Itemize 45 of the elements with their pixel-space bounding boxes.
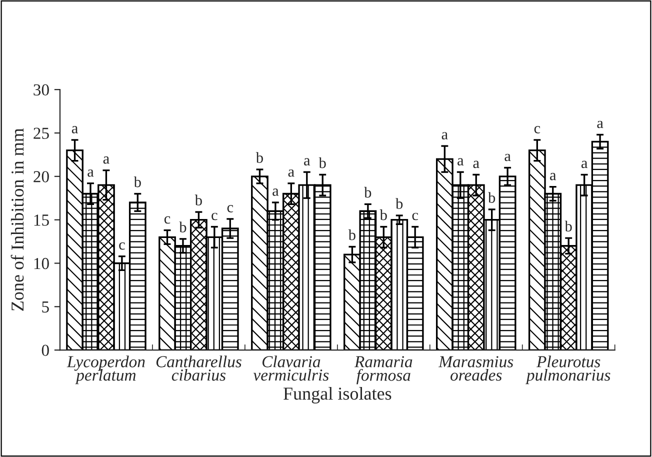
y-tick-label: 0 [42,344,49,356]
data-label: b [380,209,387,220]
data-label: b [194,194,202,206]
data-label: a [504,154,511,162]
data-label: a [72,126,78,134]
x-axis-title: Fungal isolates [284,387,392,404]
data-label: a [103,156,110,164]
data-label: c [164,216,170,224]
data-label: b [564,220,572,232]
data-label: a [458,158,464,166]
data-label: b [396,198,403,209]
data-label: a [550,172,556,180]
data-label: a [304,158,310,166]
data-label: b [318,157,326,168]
data-label: b [348,229,356,240]
y-tick-label: 10 [34,258,49,270]
data-label: b [134,176,141,188]
y-tick-label: 15 [34,214,49,226]
data-label: c [534,126,540,134]
data-label: a [88,169,94,177]
y-tick-label: 25 [34,128,49,139]
data-label: a [581,160,588,168]
x-tick-label: Marasmius oreades [438,356,514,381]
data-label: c [412,212,418,220]
x-tick-label: Clavaria vermiculris [253,356,329,381]
y-axis-title: Zone of Inhibition in mm [10,128,24,311]
x-tick-label: Ramaria formosa [354,356,412,384]
data-label: a [288,169,294,177]
data-label: c [119,242,125,250]
x-tick-label: Pleurotus pulmonarius [525,356,610,384]
data-label: b [488,192,496,203]
data-label: a [597,120,604,128]
data-label: b [179,222,186,232]
data-label: a [272,188,279,196]
data-label: b [256,152,263,163]
data-label: c [227,205,234,212]
x-tick-label: Lycoperdon perlatum [66,356,145,384]
y-tick-label: 30 [34,84,49,96]
data-label: c [212,212,218,220]
y-tick-label: 5 [42,302,49,313]
data-label: a [442,132,448,140]
data-label: b [364,186,372,198]
x-tick-label: Cantharellus cibarius [156,356,242,381]
data-label: a [473,160,480,168]
y-tick-label: 20 [34,171,49,182]
